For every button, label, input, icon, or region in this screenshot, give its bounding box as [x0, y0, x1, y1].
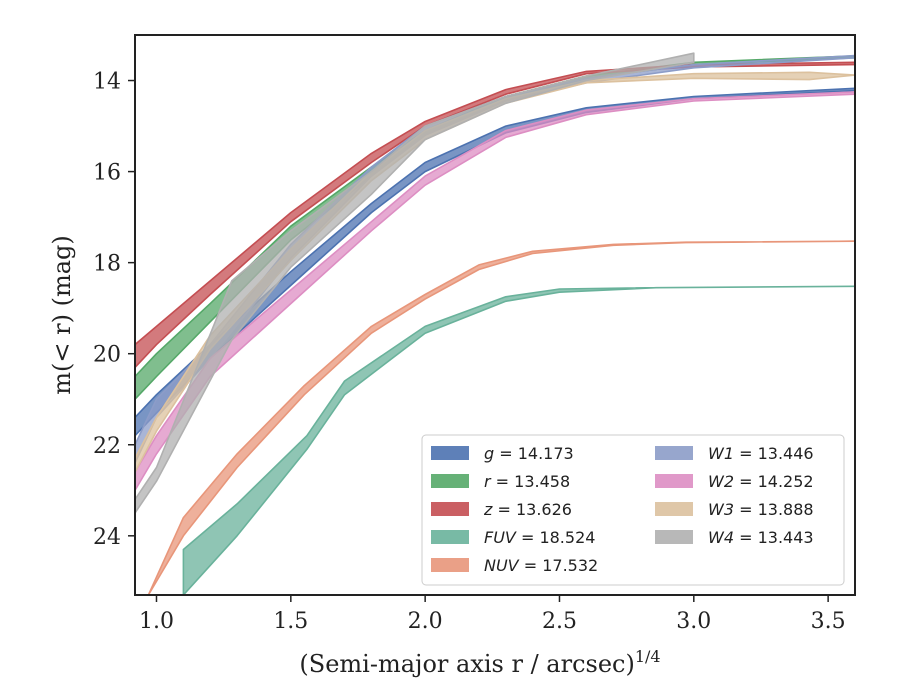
legend: g = 14.173 r = 13.458 z = 13.626 FUV = 18.5…	[421, 434, 845, 586]
y-tick-label: 20	[93, 343, 121, 368]
legend-label-g: g = 14.173	[484, 444, 574, 463]
legend-swatch-w1	[655, 446, 693, 460]
legend-label-z: z = 13.626	[483, 500, 572, 519]
legend-label-r: r = 13.458	[484, 472, 570, 491]
x-axis-label-superscript: 1/4	[635, 647, 661, 666]
legend-label-w2: W2 = 14.252	[708, 472, 814, 491]
legend-swatch-w3	[655, 502, 693, 516]
series-w4-band	[135, 52, 695, 514]
legend-swatch-r	[431, 474, 469, 488]
legend-swatch-w2	[655, 474, 693, 488]
series-fuv-band	[182, 285, 855, 595]
y-tick-label: 16	[93, 161, 121, 186]
y-tick-label: 22	[93, 434, 121, 459]
x-axis-label-main: (Semi-major axis r / arcsec)	[299, 650, 634, 678]
legend-swatch-z	[431, 502, 469, 516]
x-tick-label: 2.0	[408, 609, 443, 634]
series-z-band	[135, 61, 855, 369]
series-w2-band	[135, 91, 855, 492]
x-tick-label: 3.5	[811, 609, 846, 634]
plot-frame	[134, 34, 856, 596]
legend-swatch-nuv	[431, 558, 469, 572]
legend-label-w4: W4 = 13.443	[708, 528, 814, 547]
y-axis: 14 16 18 20 22 24	[93, 70, 135, 550]
x-tick-label: 2.5	[542, 609, 577, 634]
legend-box	[421, 434, 845, 586]
y-axis-label: m(< r) (mag)	[48, 235, 76, 394]
y-tick-label: 18	[93, 252, 121, 277]
legend-label-w3: W3 = 13.888	[708, 500, 814, 519]
legend-swatch-fuv	[431, 530, 469, 544]
legend-label-nuv: NUV = 17.532	[484, 556, 598, 575]
x-tick-label: 1.5	[273, 609, 308, 634]
x-axis: 1.0 1.5 2.0 2.5 3.0 3.5	[139, 595, 846, 634]
y-tick-label: 14	[93, 70, 121, 95]
y-tick-label: 24	[93, 525, 121, 550]
x-axis-label: (Semi-major axis r / arcsec)1/4	[299, 647, 660, 678]
legend-label-w1: W1 = 13.446	[708, 444, 814, 463]
x-tick-label: 1.0	[139, 609, 174, 634]
series-layer	[135, 52, 855, 595]
legend-swatch-g	[431, 446, 469, 460]
x-tick-label: 3.0	[676, 609, 711, 634]
legend-swatch-w4	[655, 530, 693, 544]
legend-label-fuv: FUV = 18.524	[484, 528, 595, 547]
series-nuv-band	[147, 240, 855, 595]
